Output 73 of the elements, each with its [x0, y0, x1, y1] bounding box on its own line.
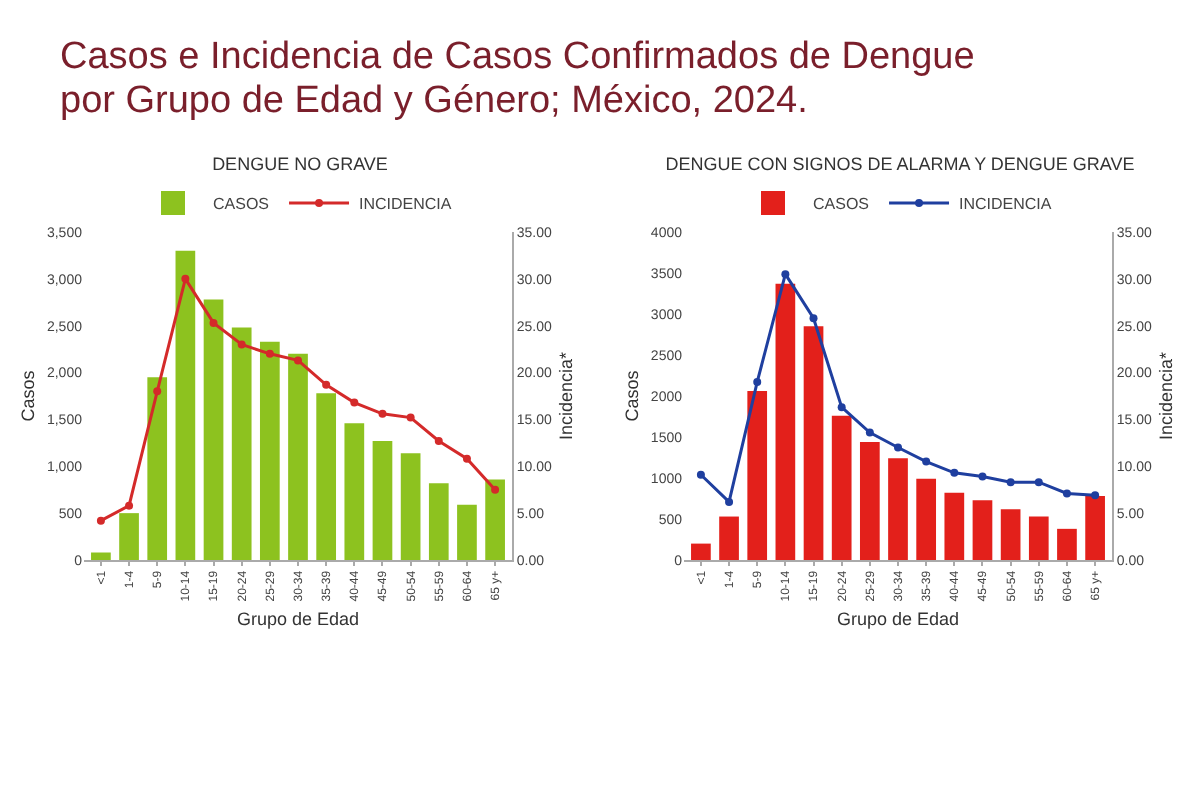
point — [894, 443, 902, 452]
bar — [719, 516, 739, 560]
bar — [916, 478, 937, 560]
bar — [344, 423, 365, 560]
point — [781, 270, 790, 279]
bar — [1085, 496, 1105, 560]
bar — [485, 479, 505, 560]
bar — [316, 393, 337, 560]
bar — [1000, 509, 1021, 560]
point — [978, 472, 987, 481]
point — [1034, 478, 1043, 487]
legend-label: INCIDENCIA — [359, 195, 453, 214]
point — [1006, 478, 1015, 487]
point — [950, 468, 959, 477]
point — [809, 314, 818, 323]
legend-label: INCIDENCIA — [959, 195, 1053, 214]
legend-label: CASOS — [213, 195, 270, 214]
bar — [775, 283, 796, 560]
y-axis-title: Casos — [17, 369, 38, 422]
point — [350, 398, 359, 407]
bar — [859, 441, 880, 560]
bar — [1057, 528, 1077, 560]
bar — [747, 391, 768, 560]
point — [406, 413, 415, 422]
point — [434, 436, 443, 445]
bar — [259, 341, 280, 560]
point — [294, 356, 302, 365]
y-axis-title: Casos — [621, 369, 642, 422]
y2-axis-title: Incidencia* — [555, 350, 576, 441]
bar — [119, 513, 139, 560]
bar — [831, 415, 852, 560]
bar — [972, 500, 993, 560]
chart-title: DENGUE CON SIGNOS DE ALARMA Y DENGUE GRAVE — [665, 154, 1135, 175]
bar — [91, 552, 111, 560]
bar — [691, 543, 711, 560]
point — [322, 380, 331, 389]
point — [265, 349, 274, 358]
bar — [400, 453, 421, 560]
bar — [203, 299, 224, 560]
point — [922, 457, 931, 466]
point — [696, 470, 705, 479]
point — [753, 377, 762, 386]
x-axis-title: Grupo de Edad — [836, 609, 960, 630]
point — [837, 403, 846, 412]
bar — [288, 353, 308, 560]
bar — [428, 483, 449, 560]
point — [209, 318, 218, 327]
bar — [888, 458, 908, 560]
bar — [372, 440, 393, 560]
bar — [231, 327, 252, 560]
point — [725, 497, 734, 506]
point — [237, 340, 246, 349]
point — [153, 387, 162, 396]
point — [491, 485, 500, 494]
bar — [803, 326, 824, 560]
point — [1062, 489, 1071, 498]
bar — [147, 377, 168, 560]
point — [96, 516, 105, 525]
x-axis-title: Grupo de Edad — [236, 609, 360, 630]
point — [181, 274, 190, 283]
bar — [1028, 516, 1049, 560]
y2-axis-title: Incidencia* — [1155, 350, 1176, 441]
point — [125, 501, 134, 510]
point — [865, 428, 874, 437]
point — [1091, 491, 1100, 500]
point — [462, 454, 471, 463]
bar — [457, 504, 477, 560]
legend-label: CASOS — [813, 195, 870, 214]
bar — [175, 250, 196, 560]
bar — [944, 492, 965, 560]
chart-title: Casos e Incidencia de Casos Confirmados de Dengue por Grupo de Edad y Género; México, 2024. — [60, 36, 977, 124]
point — [378, 409, 387, 418]
chart-subtitle: DENGUE NO GRAVE — [212, 154, 388, 175]
